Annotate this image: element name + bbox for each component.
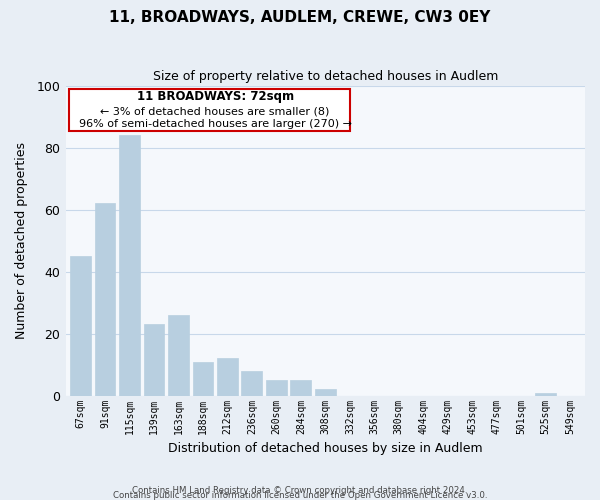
FancyBboxPatch shape xyxy=(69,88,350,130)
Bar xyxy=(119,135,140,396)
Bar xyxy=(266,380,287,396)
Text: 96% of semi-detached houses are larger (270) →: 96% of semi-detached houses are larger (… xyxy=(79,120,352,130)
Bar xyxy=(241,371,262,396)
Bar xyxy=(193,362,214,396)
Text: Contains HM Land Registry data © Crown copyright and database right 2024.: Contains HM Land Registry data © Crown c… xyxy=(132,486,468,495)
Bar xyxy=(315,390,336,396)
Text: ← 3% of detached houses are smaller (8): ← 3% of detached houses are smaller (8) xyxy=(100,107,330,117)
Text: 11 BROADWAYS: 72sqm: 11 BROADWAYS: 72sqm xyxy=(137,90,294,103)
Bar xyxy=(290,380,311,396)
X-axis label: Distribution of detached houses by size in Audlem: Distribution of detached houses by size … xyxy=(168,442,482,455)
Bar xyxy=(95,204,115,396)
Y-axis label: Number of detached properties: Number of detached properties xyxy=(15,142,28,339)
Bar xyxy=(143,324,164,396)
Bar xyxy=(535,392,556,396)
Bar xyxy=(70,256,91,396)
Title: Size of property relative to detached houses in Audlem: Size of property relative to detached ho… xyxy=(152,70,498,83)
Text: Contains public sector information licensed under the Open Government Licence v3: Contains public sector information licen… xyxy=(113,490,487,500)
Bar xyxy=(217,358,238,396)
Text: 11, BROADWAYS, AUDLEM, CREWE, CW3 0EY: 11, BROADWAYS, AUDLEM, CREWE, CW3 0EY xyxy=(109,10,491,25)
Bar xyxy=(168,315,189,396)
